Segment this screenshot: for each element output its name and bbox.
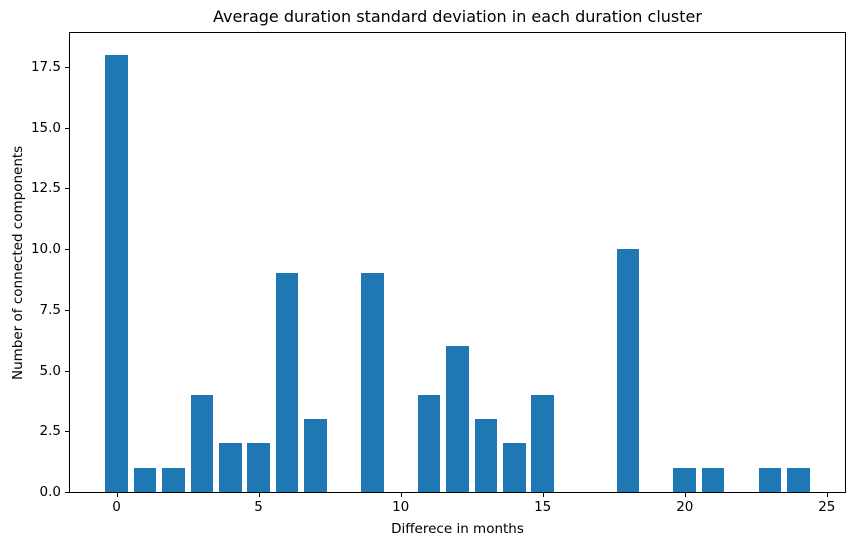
- x-tick-label: 20: [676, 499, 694, 515]
- bar-x15: [531, 394, 555, 492]
- x-tick-mark: [542, 493, 544, 497]
- x-tick-label: 10: [392, 499, 410, 515]
- bar-x12: [446, 346, 469, 492]
- x-tick-mark: [116, 493, 118, 497]
- y-tick-mark: [65, 67, 69, 68]
- x-axis-label: Differece in months: [391, 521, 524, 537]
- y-tick-label: 5.0: [39, 362, 61, 379]
- plot-area: [69, 32, 846, 493]
- x-tick-label: 0: [112, 499, 121, 515]
- bar-x24: [787, 467, 810, 492]
- bar-x9: [360, 273, 384, 492]
- y-tick-mark: [65, 370, 69, 372]
- y-tick-label: 2.5: [39, 423, 61, 440]
- bar-x23: [758, 467, 782, 492]
- x-tick-mark: [826, 493, 828, 497]
- y-tick-label: 0.0: [39, 484, 61, 500]
- bar-x4: [218, 443, 242, 492]
- bar-x3: [190, 394, 214, 492]
- y-tick-mark: [65, 492, 69, 493]
- bar-x13: [474, 419, 498, 492]
- x-tick-mark: [258, 493, 260, 497]
- bar-x5: [247, 443, 270, 492]
- y-tick-mark: [65, 431, 69, 433]
- chart-title: Average duration standard deviation in e…: [213, 7, 702, 26]
- y-tick-label: 12.5: [30, 180, 61, 197]
- x-tick-mark: [400, 493, 402, 497]
- y-tick-label: 15.0: [30, 119, 61, 136]
- bar-x14: [503, 443, 526, 492]
- y-tick-mark: [65, 309, 69, 311]
- y-tick-mark: [65, 127, 69, 129]
- y-tick-mark: [65, 249, 69, 251]
- bar-x21: [701, 467, 725, 492]
- x-tick-label: 25: [818, 499, 836, 515]
- bar-x2: [162, 467, 185, 492]
- bar-x7: [304, 419, 327, 492]
- y-tick-label: 10.0: [30, 241, 61, 258]
- x-tick-mark: [684, 493, 686, 497]
- bar-x1: [133, 467, 157, 492]
- y-tick-label: 17.5: [30, 59, 61, 75]
- x-tick-label: 15: [534, 499, 552, 515]
- bar-x11: [417, 394, 441, 492]
- y-tick-label: 7.5: [39, 301, 61, 318]
- bar-x0: [105, 54, 128, 492]
- y-tick-mark: [65, 188, 69, 190]
- bar-x20: [673, 467, 697, 492]
- bar-x18: [616, 249, 640, 492]
- x-tick-label: 5: [254, 499, 263, 515]
- bar-x6: [275, 273, 299, 492]
